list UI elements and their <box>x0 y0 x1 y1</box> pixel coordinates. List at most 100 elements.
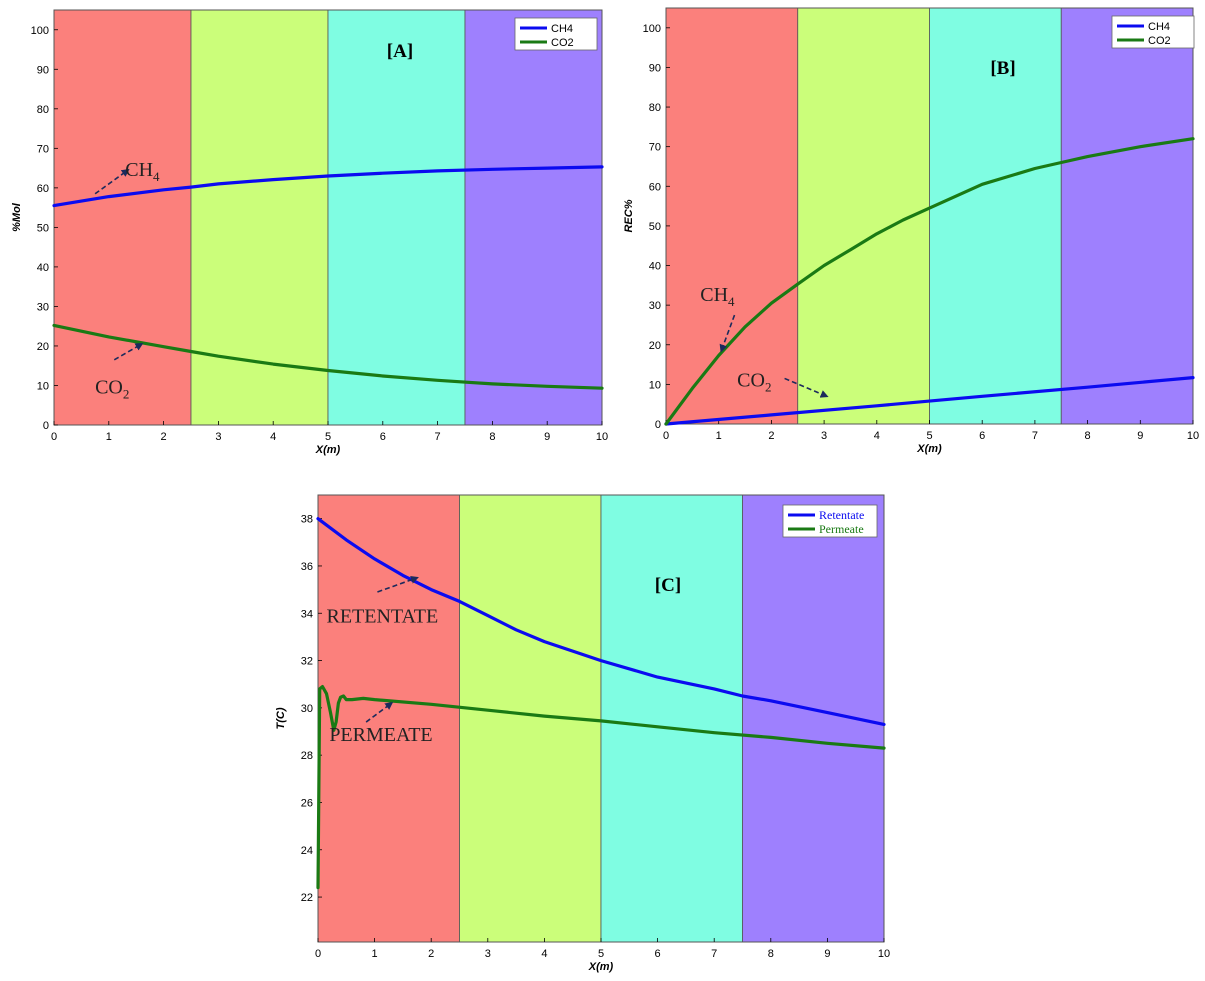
annotation-text: CO <box>737 369 765 391</box>
x-tick-label: 0 <box>315 948 321 960</box>
x-tick-label: 5 <box>598 948 604 960</box>
x-tick-label: 9 <box>544 431 550 443</box>
annotation-text: CH <box>125 159 153 181</box>
zone-band-4 <box>464 9 603 426</box>
legend-entry-label: CO2 <box>1148 35 1171 47</box>
annotation-label: RETENTATE <box>326 606 438 628</box>
x-tick-label: 4 <box>874 430 880 442</box>
annotation-arrow <box>719 314 736 353</box>
x-tick-label: 1 <box>716 430 722 442</box>
annotation-text: CO <box>95 376 123 398</box>
x-tick-label: 6 <box>979 430 985 442</box>
annotation-arrow <box>94 168 130 195</box>
chart-panel-a: 0 1 2 3 4 5 6 7 8 9 100102030405060708090100X(m)%M… <box>11 9 608 456</box>
y-tick-label: 32 <box>301 656 313 668</box>
annotation-label: CH4 <box>125 159 160 184</box>
zone-band-3 <box>327 9 466 426</box>
annotation-label: PERMEATE <box>329 724 432 746</box>
zone-band-1 <box>665 7 799 425</box>
series-line-co2 <box>664 137 1195 426</box>
y-tick-label: 90 <box>649 62 661 74</box>
annotation-subscript: 4 <box>153 169 160 184</box>
y-tick-label: 22 <box>301 892 313 904</box>
annotation-arrow <box>365 701 394 723</box>
y-tick-label: 80 <box>37 104 49 116</box>
y-tick-label: 90 <box>37 64 49 76</box>
y-tick-label: 0 <box>655 419 661 431</box>
zone-band-4 <box>1060 7 1194 425</box>
x-tick-label: 2 <box>161 431 167 443</box>
zone-band-1 <box>53 9 192 426</box>
x-tick-label: 3 <box>821 430 827 442</box>
x-tick-label: 8 <box>489 431 495 443</box>
x-tick-label: 6 <box>655 948 661 960</box>
series-line-co2 <box>52 323 604 390</box>
y-tick-label: 50 <box>37 222 49 234</box>
y-tick-label: 10 <box>37 380 49 392</box>
annotation-label: CO2 <box>95 376 129 401</box>
x-tick-label: 3 <box>215 431 221 443</box>
panel-label: [C] <box>655 575 681 596</box>
y-tick-label: 40 <box>649 261 661 273</box>
annotation-text: CH <box>700 284 728 306</box>
annotation-arrow <box>377 576 419 593</box>
x-tick-label: 7 <box>435 431 441 443</box>
x-tick-label: 7 <box>1032 430 1038 442</box>
annotation-label: CH4 <box>700 284 735 309</box>
legend-entry-label: CH4 <box>551 23 573 35</box>
y-tick-label: 30 <box>649 300 661 312</box>
y-axis-label: T(C) <box>275 707 287 729</box>
x-tick-label: 10 <box>596 431 608 443</box>
chart-panel-b: 0 1 2 3 4 5 6 7 8 9 100102030405060708090100X(m)RE… <box>623 7 1199 455</box>
series-line-retentate <box>316 517 886 727</box>
annotation-label: CO2 <box>737 369 771 394</box>
x-tick-label: 6 <box>380 431 386 443</box>
y-tick-label: 100 <box>31 25 49 37</box>
y-tick-label: 24 <box>301 845 313 857</box>
y-tick-label: 26 <box>301 797 313 809</box>
legend-entry-label: CO2 <box>551 37 574 49</box>
x-tick-label: 5 <box>325 431 331 443</box>
series-line-permeate <box>316 684 886 890</box>
x-tick-label: 0 <box>663 430 669 442</box>
x-tick-label: 2 <box>768 430 774 442</box>
y-tick-label: 0 <box>43 420 49 432</box>
y-axis-label: %Mol <box>11 202 23 232</box>
y-tick-label: 40 <box>37 262 49 274</box>
zone-band-3 <box>929 7 1062 425</box>
x-tick-label: 7 <box>711 948 717 960</box>
y-tick-label: 20 <box>649 340 661 352</box>
x-tick-label: 4 <box>541 948 547 960</box>
y-tick-label: 30 <box>37 301 49 313</box>
y-tick-label: 70 <box>649 142 661 154</box>
annotation-text: PERMEATE <box>329 724 432 746</box>
y-tick-label: 36 <box>301 561 313 573</box>
panel-label: [A] <box>387 41 413 62</box>
legend-entry-label: Retentate <box>819 508 864 522</box>
legend-entry-label: CH4 <box>1148 21 1170 33</box>
y-tick-label: 28 <box>301 750 313 762</box>
annotation-subscript: 4 <box>728 294 735 309</box>
series-line-ch4 <box>52 165 604 208</box>
annotation-text: RETENTATE <box>326 606 438 628</box>
x-tick-label: 3 <box>485 948 491 960</box>
legend-box <box>1111 15 1195 49</box>
x-tick-label: 9 <box>824 948 830 960</box>
x-tick-label: 1 <box>372 948 378 960</box>
legend-box <box>514 17 598 51</box>
x-axis-label: X(m) <box>588 961 614 973</box>
y-tick-label: 10 <box>649 379 661 391</box>
y-tick-label: 70 <box>37 143 49 155</box>
x-tick-label: 0 <box>51 431 57 443</box>
x-tick-label: 2 <box>428 948 434 960</box>
y-tick-label: 34 <box>301 608 313 620</box>
y-tick-label: 100 <box>643 23 661 35</box>
x-tick-label: 10 <box>878 948 890 960</box>
y-tick-label: 50 <box>649 221 661 233</box>
x-axis-label: X(m) <box>916 443 942 455</box>
legend-box <box>782 504 878 538</box>
y-tick-label: 80 <box>649 102 661 114</box>
